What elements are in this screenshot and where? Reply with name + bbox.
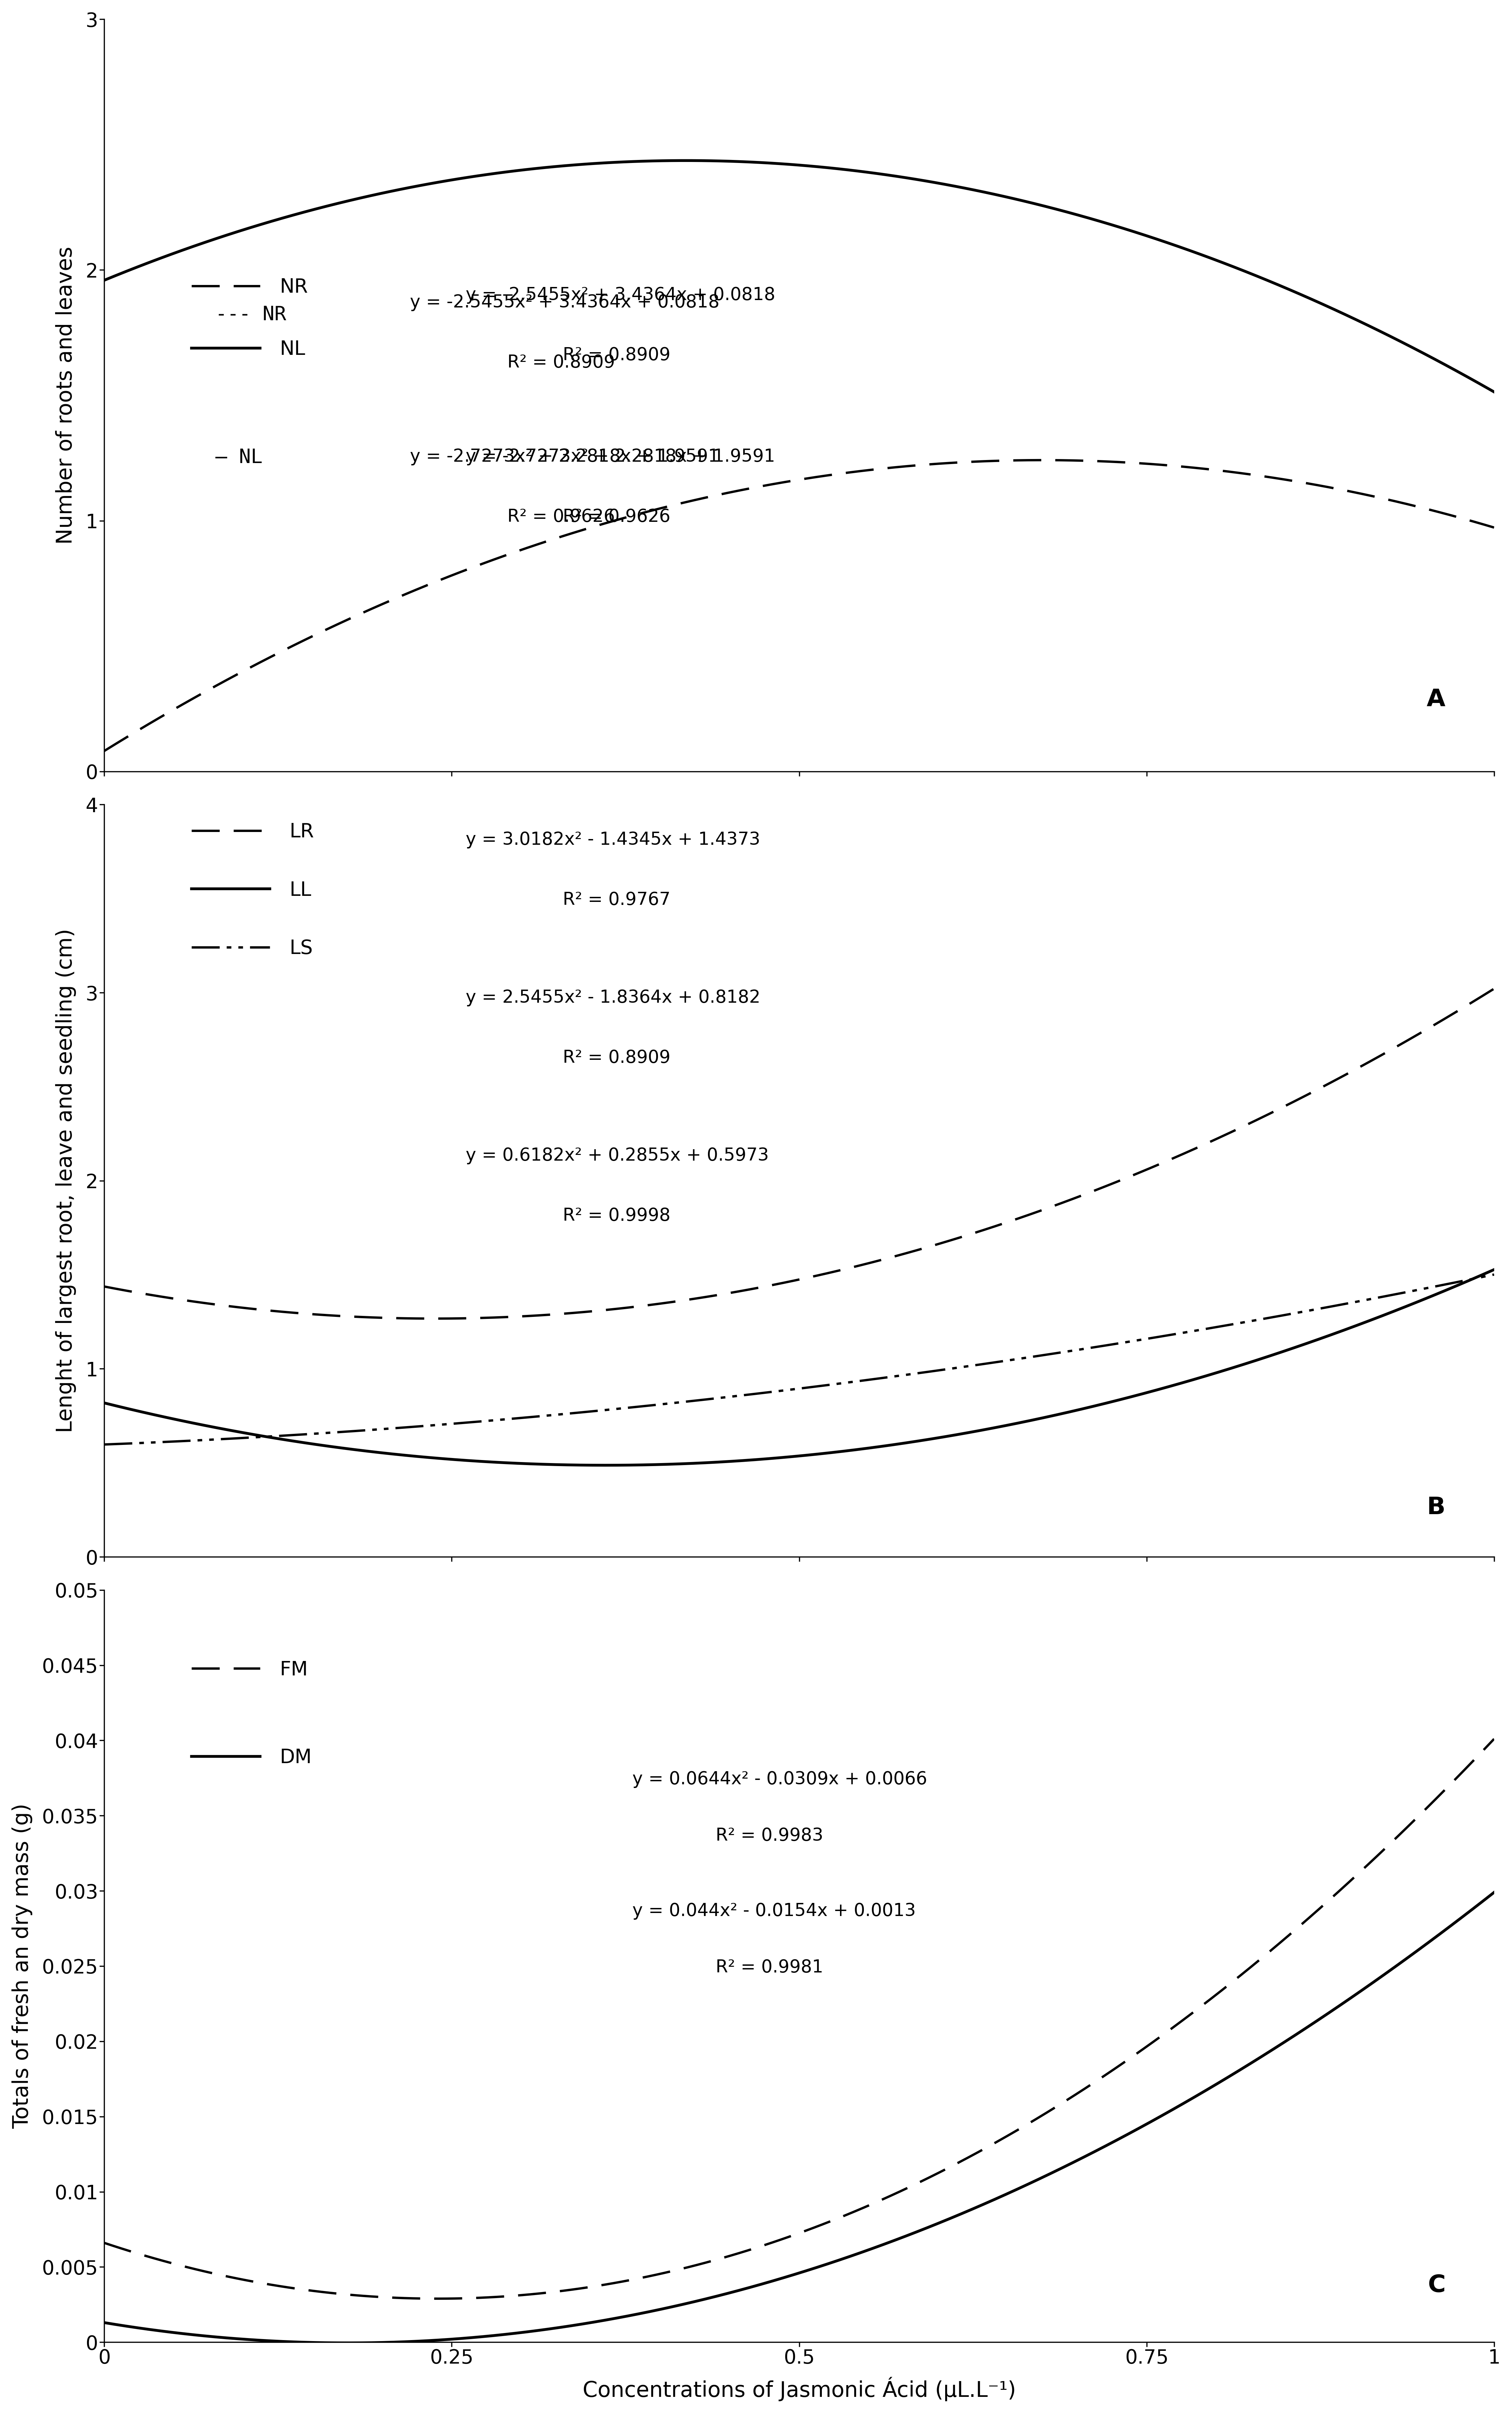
Text: — NL: — NL — [216, 449, 263, 468]
Y-axis label: Totals of fresh an dry mass (g): Totals of fresh an dry mass (g) — [12, 1803, 32, 2128]
Text: R² = 0.9983: R² = 0.9983 — [715, 1827, 824, 1844]
Text: B: B — [1427, 1496, 1445, 1520]
Text: R² = 0.8909: R² = 0.8909 — [508, 355, 615, 372]
Text: y = -2.5455x² + 3.4364x + 0.0818: y = -2.5455x² + 3.4364x + 0.0818 — [466, 287, 776, 304]
Text: --- NR: --- NR — [216, 304, 286, 323]
Text: R² = 0.9626: R² = 0.9626 — [562, 509, 670, 526]
Text: C: C — [1427, 2273, 1445, 2297]
Text: y = 0.044x² - 0.0154x + 0.0013: y = 0.044x² - 0.0154x + 0.0013 — [632, 1901, 916, 1921]
Text: R² = 0.9626: R² = 0.9626 — [508, 509, 615, 526]
Y-axis label: Number of roots and leaves: Number of roots and leaves — [56, 246, 76, 545]
Text: y = -2.7273x² + 2.2818x + 1.9591: y = -2.7273x² + 2.2818x + 1.9591 — [410, 449, 720, 466]
Text: y = -2.5455x² + 3.4364x + 0.0818: y = -2.5455x² + 3.4364x + 0.0818 — [410, 294, 720, 311]
Text: R² = 0.8909: R² = 0.8909 — [562, 1050, 670, 1067]
Text: y = 2.5455x² - 1.8364x + 0.8182: y = 2.5455x² - 1.8364x + 0.8182 — [466, 989, 761, 1006]
Text: y = 3.0182x² - 1.4345x + 1.4373: y = 3.0182x² - 1.4345x + 1.4373 — [466, 830, 761, 849]
Text: R² = 0.8909: R² = 0.8909 — [562, 347, 670, 364]
Text: R² = 0.9998: R² = 0.9998 — [562, 1206, 670, 1223]
Legend: NR, NL: NR, NL — [183, 270, 316, 367]
Legend: LR, LL, LS: LR, LL, LS — [183, 816, 322, 965]
Text: A: A — [1427, 688, 1445, 712]
Text: R² = 0.9981: R² = 0.9981 — [715, 1959, 824, 1976]
Text: y = 0.0644x² - 0.0309x + 0.0066: y = 0.0644x² - 0.0309x + 0.0066 — [632, 1771, 927, 1788]
Text: y = 0.6182x² + 0.2855x + 0.5973: y = 0.6182x² + 0.2855x + 0.5973 — [466, 1146, 768, 1165]
X-axis label: Concentrations of Jasmonic Ácid (μL.L⁻¹): Concentrations of Jasmonic Ácid (μL.L⁻¹) — [582, 2377, 1016, 2401]
Legend: FM, DM: FM, DM — [183, 1653, 319, 1776]
Text: R² = 0.9767: R² = 0.9767 — [562, 890, 670, 910]
Text: y = -2.7273x² + 2.2818x + 1.9591: y = -2.7273x² + 2.2818x + 1.9591 — [466, 449, 776, 466]
Y-axis label: Lenght of largest root, leave and seedling (cm): Lenght of largest root, leave and seedli… — [56, 929, 76, 1433]
